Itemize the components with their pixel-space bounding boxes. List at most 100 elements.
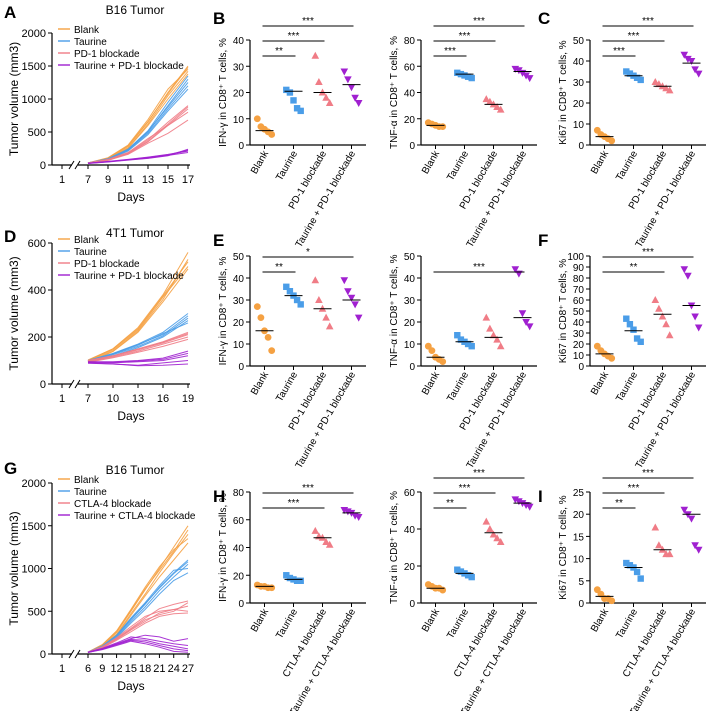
data-point-blockade [493, 335, 501, 343]
legend-label: Taurine + PD-1 blockade [74, 271, 184, 282]
data-point-taurine [297, 577, 304, 584]
y-tick-label: 0 [578, 141, 584, 152]
chart-title: 4T1 Tumor [106, 226, 164, 240]
significance-label: *** [473, 262, 485, 273]
x-tick-label: 13 [142, 174, 154, 186]
panel-letter-B: B [213, 9, 225, 28]
y-tick-label: 1000 [22, 564, 46, 576]
data-point-blank [608, 354, 616, 362]
data-point-combo [691, 542, 699, 550]
significance-label: *** [642, 468, 654, 479]
y-tick-label: 500 [28, 606, 46, 618]
data-point-taurine [454, 69, 461, 77]
x-tick-label: 9 [105, 174, 111, 186]
significance-label: *** [628, 483, 640, 494]
data-point-blockade [482, 313, 491, 321]
legend-label: CTLA-4 blockade [74, 499, 152, 510]
y-tick-label: 10 [233, 115, 245, 126]
y-tick-label: 0 [578, 362, 584, 373]
x-tick-label: 10 [107, 393, 119, 405]
data-point-blank [608, 137, 616, 145]
y-tick-label: 80 [233, 488, 245, 499]
data-point-combo [525, 503, 534, 511]
data-point-taurine [633, 335, 641, 342]
panel-letter-A: A [4, 3, 16, 22]
significance-label: *** [613, 46, 625, 57]
x-tick-label: Taurine + PD-1 blockade [634, 370, 699, 471]
data-point-taurine [637, 575, 644, 582]
x-tick-label: 11 [122, 174, 133, 186]
y-tick-label: 60 [233, 516, 245, 527]
x-tick-label: Taurine + PD-1 blockade [465, 149, 530, 250]
y-tick-label: 20 [404, 115, 416, 126]
data-point-blockade [662, 320, 670, 328]
data-point-combo [694, 324, 703, 332]
y-tick-label: 40 [404, 89, 416, 100]
significance-label: *** [642, 247, 654, 258]
data-point-blank [439, 123, 447, 131]
data-point-blank [608, 597, 616, 605]
significance-label: * [306, 247, 310, 258]
data-point-combo [680, 51, 689, 59]
axis-break-mark [74, 379, 81, 389]
data-point-blockade [655, 541, 663, 549]
y-tick-label: 0 [238, 362, 244, 373]
y-tick-label: 2000 [22, 28, 46, 40]
series-line-combo [87, 640, 189, 653]
x-tick-label: 13 [132, 393, 144, 405]
x-tick-label: Blank [249, 148, 272, 176]
x-tick-label: 17 [182, 174, 194, 186]
y-tick-label: 50 [404, 252, 416, 263]
data-point-blockade [325, 322, 334, 330]
data-point-taurine [623, 315, 630, 322]
x-tick-label: Blank [589, 148, 612, 176]
data-point-taurine [623, 559, 630, 567]
data-point-taurine [626, 321, 634, 328]
data-point-combo [525, 75, 534, 83]
data-point-combo [354, 314, 363, 322]
data-point-blank [439, 358, 447, 365]
y-tick-label: 40 [404, 274, 416, 285]
series-line-taurine [87, 563, 189, 653]
x-tick-label: Blank [420, 369, 443, 397]
x-tick-label: 19 [182, 393, 194, 405]
y-tick-label: 10 [233, 340, 245, 351]
data-point-blockade [315, 78, 323, 85]
x-tick-label: Taurine [274, 149, 300, 183]
data-point-combo [684, 272, 692, 280]
data-point-taurine [283, 86, 290, 94]
x-axis-label: Days [117, 679, 144, 693]
data-point-blockade [322, 313, 330, 321]
x-tick-label: 21 [153, 663, 165, 675]
y-tick-label: 40 [573, 318, 585, 329]
legend-label: PD-1 blockade [74, 49, 140, 60]
data-point-taurine [468, 573, 475, 581]
y-axis-label: TNF-α in CD8⁺ T cells, % [389, 36, 400, 149]
data-point-combo [522, 72, 530, 80]
y-tick-label: 400 [28, 285, 46, 297]
data-point-combo [347, 84, 356, 92]
y-tick-label: 10 [404, 340, 416, 351]
x-tick-label: Taurine [614, 149, 640, 183]
x-tick-label: 7 [85, 393, 91, 405]
data-point-taurine [286, 574, 294, 582]
data-point-blockade [325, 540, 334, 548]
data-point-combo [344, 76, 352, 84]
x-tick-label: 1 [59, 174, 65, 186]
data-point-blockade [665, 331, 674, 339]
x-tick-label: Taurine + PD-1 blockade [294, 149, 359, 250]
series-line-pd1 [87, 612, 189, 653]
y-tick-label: 0 [238, 599, 244, 610]
y-tick-label: 30 [573, 329, 585, 340]
y-axis-label: TNF-α in CD8⁺ T cells, % [389, 491, 400, 604]
data-point-combo [680, 266, 689, 274]
x-tick-label: 16 [157, 393, 169, 405]
data-point-combo [515, 67, 523, 75]
x-tick-label: 12 [110, 663, 122, 675]
legend-label: Taurine [74, 37, 107, 48]
y-tick-label: 0 [40, 649, 46, 661]
y-tick-label: 100 [567, 252, 584, 263]
panel-letter-D: D [4, 227, 16, 246]
